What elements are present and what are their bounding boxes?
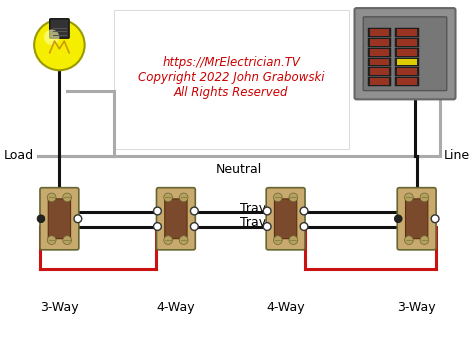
Circle shape [273,193,282,202]
Bar [397,78,417,85]
Bar [368,28,392,37]
Circle shape [289,236,298,245]
Bar [370,59,390,65]
Bar [397,39,417,46]
FancyBboxPatch shape [274,199,297,239]
Circle shape [63,193,72,202]
Circle shape [47,236,56,245]
FancyBboxPatch shape [156,188,195,250]
Circle shape [179,236,188,245]
Text: Load: Load [4,149,34,162]
Circle shape [154,207,161,215]
Bar [395,77,419,86]
Text: https://MrElectrician.TV
Copyright 2022 John Grabowski
All Rights Reserved: https://MrElectrician.TV Copyright 2022 … [138,56,325,99]
FancyBboxPatch shape [355,8,456,99]
Circle shape [404,236,413,245]
Text: Neutral: Neutral [216,163,262,176]
Circle shape [420,193,429,202]
Bar [370,39,390,46]
Bar [370,29,390,36]
Text: 4-Way: 4-Way [156,301,195,314]
Circle shape [37,215,45,223]
Bar [370,68,390,75]
Circle shape [404,193,413,202]
Circle shape [273,236,282,245]
Text: 4-Way: 4-Way [266,301,305,314]
Text: Traveler: Traveler [240,202,291,214]
Bar [368,77,392,86]
FancyBboxPatch shape [266,188,305,250]
Bar [368,48,392,57]
FancyBboxPatch shape [397,188,436,250]
FancyBboxPatch shape [50,19,69,38]
FancyBboxPatch shape [405,199,428,239]
Circle shape [44,29,59,45]
Circle shape [154,223,161,230]
Circle shape [300,207,308,215]
Circle shape [47,193,56,202]
FancyBboxPatch shape [165,199,187,239]
Circle shape [179,193,188,202]
Circle shape [34,20,85,70]
Bar [395,38,419,47]
Circle shape [420,236,429,245]
Text: Traveler: Traveler [240,216,291,229]
Bar [395,58,419,66]
Bar [368,38,392,47]
Bar [395,28,419,37]
Bar [395,67,419,76]
Bar [368,58,392,66]
FancyBboxPatch shape [114,10,349,149]
Text: 3-Way: 3-Way [397,301,436,314]
Bar [395,48,419,57]
FancyBboxPatch shape [363,17,447,91]
Bar [397,49,417,56]
Circle shape [164,236,173,245]
Circle shape [63,236,72,245]
Circle shape [191,223,198,230]
Bar [370,49,390,56]
Circle shape [164,193,173,202]
Circle shape [74,215,82,223]
Circle shape [263,223,271,230]
Bar [368,67,392,76]
Circle shape [394,215,402,223]
FancyBboxPatch shape [40,188,79,250]
Bar [370,78,390,85]
Text: Line: Line [444,149,470,162]
Circle shape [289,193,298,202]
Circle shape [263,207,271,215]
Text: 3-Way: 3-Way [40,301,79,314]
Circle shape [431,215,439,223]
Bar [397,68,417,75]
Bar [397,59,417,65]
Circle shape [191,207,198,215]
Circle shape [300,223,308,230]
Bar [397,29,417,36]
FancyBboxPatch shape [48,199,71,239]
